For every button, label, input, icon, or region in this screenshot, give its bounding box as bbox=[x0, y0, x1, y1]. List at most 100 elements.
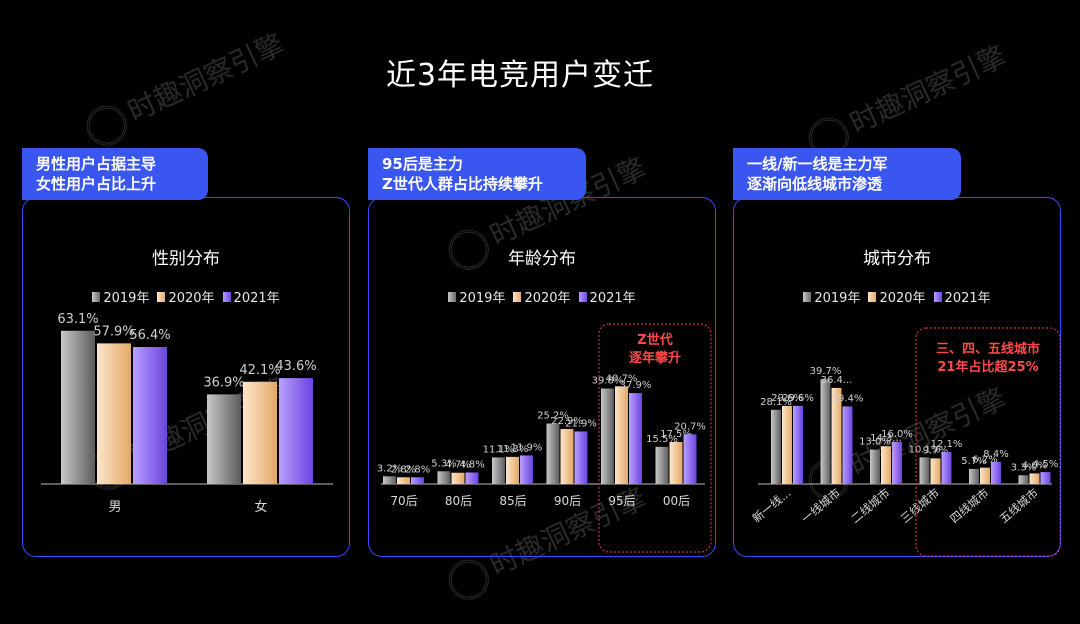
data-label: 6.2% bbox=[972, 455, 997, 466]
legend-swatch bbox=[513, 291, 522, 302]
bar-2021年-70后 bbox=[411, 477, 424, 484]
data-label: 25.2% bbox=[537, 411, 569, 422]
gender-callout: 男性用户占据主导 女性用户占比上升 bbox=[22, 148, 208, 200]
data-label: 5.7% bbox=[961, 456, 986, 467]
data-label: 29.4% bbox=[832, 393, 864, 404]
data-label: 11.9% bbox=[511, 442, 543, 453]
bar-2020年-四线城市 bbox=[980, 467, 990, 484]
bar-2020年-男 bbox=[97, 343, 131, 484]
data-label: 12.1% bbox=[931, 439, 963, 450]
data-label: 20.7% bbox=[674, 421, 706, 432]
legend-item-2020: 2020年 bbox=[868, 287, 926, 306]
legend-swatch bbox=[933, 291, 942, 302]
bar-2021年-二线城市 bbox=[892, 441, 902, 484]
legend-swatch bbox=[578, 291, 587, 302]
bar-2019年-90后 bbox=[546, 423, 560, 484]
callout-line: 女性用户占比上升 bbox=[36, 175, 157, 193]
data-label: 4.5% bbox=[1033, 459, 1058, 470]
callout-line: Z世代人群占比持续攀升 bbox=[382, 175, 543, 193]
highlight-text: Z世代 bbox=[637, 332, 672, 348]
data-label: 2.8% bbox=[391, 464, 416, 475]
data-label: 4.0% bbox=[1022, 460, 1047, 471]
data-label: 57.9% bbox=[93, 324, 134, 339]
data-label: 4.8% bbox=[459, 459, 484, 470]
chart-title: 城市分布 bbox=[863, 249, 931, 269]
legend-item-2021: 2021年 bbox=[933, 287, 991, 306]
legend-item-2021: 2021年 bbox=[578, 287, 636, 306]
bar-2019年-男 bbox=[61, 330, 95, 484]
bar-2020年-三线城市 bbox=[930, 458, 941, 484]
data-label: 13.0% bbox=[859, 437, 891, 448]
bar-2019年-二线城市 bbox=[870, 449, 880, 484]
bar-2020年-00后 bbox=[669, 442, 683, 484]
legend-item-2020: 2020年 bbox=[157, 287, 215, 306]
bar-2019年-五线城市 bbox=[1018, 475, 1029, 484]
data-label: 21.9% bbox=[565, 418, 597, 429]
data-label: 3.3% bbox=[1011, 462, 1036, 473]
data-label: 9.7% bbox=[923, 445, 948, 456]
data-label: 16.0% bbox=[881, 429, 913, 440]
data-label: 36.4... bbox=[821, 375, 853, 386]
data-label: 5.3% bbox=[431, 458, 456, 469]
gender-panel: 性别分布 2019年 2020年 2021年 63.1% 57.9% 56.4% 男 3… bbox=[22, 197, 350, 557]
bar-2019年-70后 bbox=[383, 476, 396, 484]
bar-2019年-三线城市 bbox=[919, 457, 930, 484]
data-label: 2.8% bbox=[405, 464, 430, 475]
legend-item-2021: 2021年 bbox=[222, 287, 280, 306]
data-label: 40.7% bbox=[606, 373, 638, 384]
data-label: 17.5% bbox=[660, 429, 692, 440]
data-label: 36.9% bbox=[203, 375, 244, 390]
page-title: 近3年电竞用户变迁 bbox=[385, 58, 655, 93]
data-label: 39.8% bbox=[592, 375, 624, 386]
bar-2019年-一线城市 bbox=[820, 379, 831, 484]
x-tick-label: 新一线... bbox=[750, 486, 794, 526]
legend-item-2020: 2020年 bbox=[513, 287, 571, 306]
bar-2019年-00后 bbox=[655, 446, 669, 484]
x-tick-label: 三线城市 bbox=[898, 486, 942, 526]
gender-bar-chart: 63.1%57.9%56.4% 男 36.9%42.1%43.6% 女 bbox=[41, 312, 333, 515]
x-tick-label: 女 bbox=[254, 499, 267, 515]
bar-2020年-女 bbox=[243, 381, 277, 484]
bar-2021年-00后 bbox=[683, 434, 697, 484]
x-tick-label: 70后 bbox=[390, 494, 417, 508]
bar-2020年-95后 bbox=[615, 386, 628, 484]
chart-legend: 2019年 2020年 2021年 bbox=[23, 287, 349, 306]
bar-2020年-90后 bbox=[560, 429, 574, 484]
bar-2021年-四线城市 bbox=[991, 461, 1001, 484]
bar-2021年-90后 bbox=[574, 431, 588, 484]
legend-swatch bbox=[803, 291, 812, 302]
data-label: 22.9% bbox=[551, 416, 583, 427]
legend-swatch bbox=[868, 291, 877, 302]
bar-2020年-70后 bbox=[397, 477, 410, 484]
highlight-text: 逐年攀升 bbox=[629, 350, 681, 366]
x-tick-label: 五线城市 bbox=[997, 486, 1041, 526]
bar-2019年-85后 bbox=[492, 457, 505, 484]
bar-2020年-二线城市 bbox=[881, 446, 891, 484]
age-bar-chart: 3.2%2.8%2.8% 70后 5.3%4.7%4.8% 80后 11.1%11.3%… bbox=[377, 323, 712, 553]
legend-item-2019: 2019年 bbox=[92, 287, 149, 306]
data-label: 63.1% bbox=[57, 312, 98, 327]
x-tick-label: 四线城市 bbox=[947, 486, 991, 526]
data-label: 11.3% bbox=[497, 444, 529, 455]
x-tick-label: 00后 bbox=[663, 494, 690, 508]
bar-2021年-95后 bbox=[629, 393, 642, 484]
x-tick-label: 男 bbox=[108, 500, 121, 515]
bar-2021年-女 bbox=[279, 378, 313, 484]
legend-item-2019: 2019年 bbox=[803, 287, 860, 306]
x-tick-label: 90后 bbox=[554, 494, 581, 508]
chart-legend: 2019年 2020年 2021年 bbox=[369, 287, 715, 306]
data-label: 37.9% bbox=[620, 380, 652, 391]
callout-line: 95后是主力 bbox=[382, 155, 463, 173]
data-label: 42.1% bbox=[239, 363, 280, 378]
data-label: 29.6% bbox=[782, 393, 814, 404]
callout-line: 逐渐向低线城市渗透 bbox=[747, 175, 883, 193]
callout-line: 男性用户占据主导 bbox=[36, 155, 157, 173]
bar-2019年-80后 bbox=[437, 471, 451, 484]
bar-2020年-一线城市 bbox=[831, 387, 842, 484]
bar-2019年-女 bbox=[207, 394, 241, 484]
chart-title: 性别分布 bbox=[152, 249, 220, 269]
bar-2020年-五线城市 bbox=[1029, 473, 1040, 484]
bar-2019年-95后 bbox=[601, 388, 614, 484]
data-label: 28.1% bbox=[760, 397, 792, 408]
callout-line: 一线/新一线是主力军 bbox=[747, 155, 888, 173]
